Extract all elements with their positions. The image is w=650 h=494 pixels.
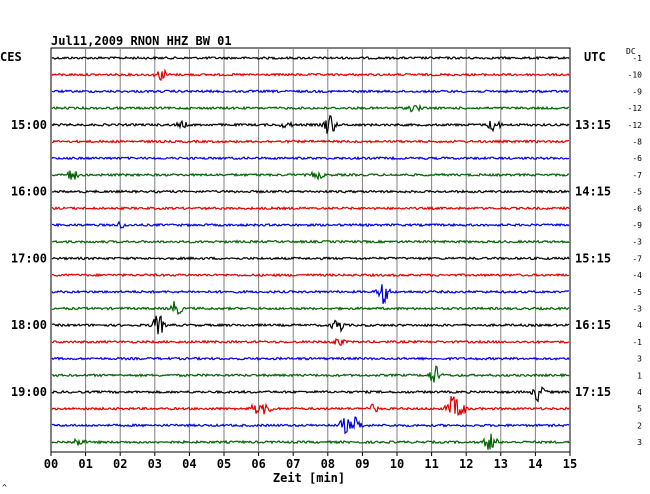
dc-offset-label: -5 bbox=[632, 188, 642, 197]
right-time-label: 14:15 bbox=[575, 185, 611, 199]
x-tick-label: 09 bbox=[355, 457, 369, 471]
dc-offset-label: 3 bbox=[637, 438, 642, 447]
trace-line bbox=[51, 433, 570, 450]
left-time-label: 16:00 bbox=[11, 185, 47, 199]
left-time-label: 15:00 bbox=[11, 118, 47, 132]
trace-line bbox=[51, 239, 570, 245]
trace-line bbox=[51, 284, 570, 305]
dc-offset-label: -3 bbox=[632, 305, 642, 314]
dc-offset-label: -6 bbox=[632, 154, 642, 163]
x-tick-label: 02 bbox=[113, 457, 127, 471]
trace-line bbox=[51, 220, 570, 229]
dc-offset-label: 2 bbox=[637, 421, 642, 430]
trace-line bbox=[51, 139, 570, 144]
x-tick-label: 03 bbox=[148, 457, 162, 471]
trace-line bbox=[52, 337, 570, 347]
footer-mark: ^ bbox=[2, 483, 7, 492]
dc-offset-label: -10 bbox=[628, 71, 643, 80]
trace-line bbox=[51, 189, 570, 194]
dc-offset-label: -4 bbox=[632, 271, 642, 280]
x-tick-label: 07 bbox=[286, 457, 300, 471]
plot-frame bbox=[50, 47, 571, 453]
dc-offset-label: 3 bbox=[637, 355, 642, 364]
right-time-label: 17:15 bbox=[575, 385, 611, 399]
left-time-label: 19:00 bbox=[11, 385, 47, 399]
dc-offset-label: 4 bbox=[637, 321, 642, 330]
dc-offset-label: -7 bbox=[632, 171, 642, 180]
trace-line bbox=[51, 155, 570, 161]
trace-line bbox=[51, 205, 570, 211]
dc-offset-label: -6 bbox=[632, 204, 642, 213]
dc-offset-label: -8 bbox=[632, 138, 642, 147]
x-tick-label: 05 bbox=[217, 457, 231, 471]
trace-line bbox=[51, 356, 570, 361]
trace-line bbox=[51, 103, 570, 113]
x-tick-label: 06 bbox=[251, 457, 265, 471]
dc-offset-label: -12 bbox=[628, 104, 643, 113]
x-tick-label: 10 bbox=[390, 457, 404, 471]
dc-offset-label: -9 bbox=[632, 221, 642, 230]
dc-offset-label: -1 bbox=[632, 54, 642, 63]
x-tick-label: 00 bbox=[44, 457, 58, 471]
x-tick-label: 04 bbox=[182, 457, 196, 471]
dc-offset-label: -12 bbox=[628, 121, 643, 130]
trace-line bbox=[51, 114, 570, 134]
trace-line bbox=[51, 386, 570, 403]
trace-line bbox=[51, 68, 570, 82]
dc-offset-label: 5 bbox=[637, 405, 642, 414]
dc-offset-label: -3 bbox=[632, 238, 642, 247]
x-axis-title: Zeit [min] bbox=[273, 471, 345, 485]
trace-line bbox=[51, 170, 569, 181]
axis-labels: 00 01 02 03 04 05 06 07 08 09 10 11 12 13 14 15-1-10-9-… bbox=[0, 34, 642, 492]
right-time-label: 16:15 bbox=[575, 318, 611, 332]
x-tick-label: 15 bbox=[563, 457, 577, 471]
trace-line bbox=[51, 396, 570, 416]
dc-offset-label: -5 bbox=[632, 288, 642, 297]
dc-offset-label: -9 bbox=[632, 87, 642, 96]
left-time-label: 18:00 bbox=[11, 318, 47, 332]
dc-header-label: DC bbox=[626, 47, 636, 56]
trace-line bbox=[51, 272, 570, 278]
trace-line bbox=[51, 315, 570, 335]
dc-offset-label: -1 bbox=[632, 338, 642, 347]
x-tick-label: 13 bbox=[494, 457, 508, 471]
x-tick-label: 14 bbox=[528, 457, 542, 471]
x-tick-label: 08 bbox=[321, 457, 335, 471]
trace-line bbox=[51, 256, 570, 261]
x-tick-label: 12 bbox=[459, 457, 473, 471]
grid-lines bbox=[50, 47, 571, 456]
right-time-label: 15:15 bbox=[575, 251, 611, 265]
x-tick-label: 11 bbox=[424, 457, 438, 471]
dc-offset-label: -7 bbox=[632, 254, 642, 263]
seismic-traces bbox=[51, 55, 570, 450]
left-time-label: 17:00 bbox=[11, 251, 47, 265]
trace-line bbox=[51, 89, 570, 94]
dc-offset-label: 4 bbox=[637, 388, 642, 397]
left-timezone-label: CES bbox=[0, 50, 22, 64]
trace-line bbox=[51, 301, 570, 316]
dc-offset-label: 1 bbox=[637, 371, 642, 380]
trace-line bbox=[51, 416, 570, 435]
trace-line bbox=[51, 365, 570, 383]
trace-line bbox=[51, 55, 570, 61]
right-timezone-label: UTC bbox=[584, 50, 606, 64]
x-tick-label: 01 bbox=[78, 457, 92, 471]
right-time-label: 13:15 bbox=[575, 118, 611, 132]
chart-title: Jul11,2009 RNON HHZ BW 01 bbox=[51, 34, 232, 48]
